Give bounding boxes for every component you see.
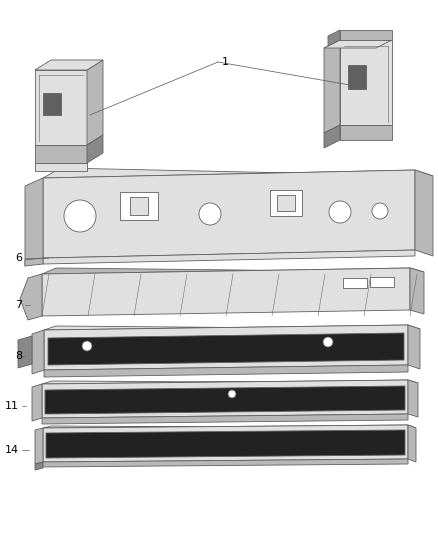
Text: 1: 1 [222,57,229,67]
Bar [130,197,148,215]
Polygon shape [43,170,415,258]
Polygon shape [408,325,420,369]
Bar [370,277,394,287]
Polygon shape [324,40,392,48]
Polygon shape [415,170,433,256]
Polygon shape [35,145,87,163]
Polygon shape [43,250,415,264]
Polygon shape [87,135,103,163]
Polygon shape [87,60,103,145]
Polygon shape [42,380,418,384]
Polygon shape [44,325,420,330]
Polygon shape [43,425,416,428]
Polygon shape [25,178,43,266]
Bar [270,190,302,216]
Polygon shape [410,268,424,314]
Polygon shape [48,333,404,365]
Text: 8: 8 [15,351,22,361]
Text: 11: 11 [5,401,19,411]
Circle shape [323,337,333,347]
Circle shape [372,203,388,219]
Circle shape [329,201,351,223]
Bar [343,278,367,288]
Polygon shape [42,268,424,274]
Polygon shape [32,330,44,374]
Polygon shape [340,40,392,125]
Circle shape [199,203,221,225]
Polygon shape [32,384,42,421]
Polygon shape [35,60,103,70]
Polygon shape [35,163,87,171]
Bar [348,65,366,89]
Polygon shape [46,430,405,458]
Polygon shape [328,30,340,46]
Polygon shape [45,386,405,414]
Text: 14: 14 [5,445,19,455]
Polygon shape [25,258,43,266]
Polygon shape [20,274,42,320]
Polygon shape [18,336,32,368]
Polygon shape [43,459,408,467]
Bar [120,192,158,220]
Bar [277,195,295,211]
Text: 6: 6 [15,253,22,263]
Polygon shape [42,414,408,424]
Bar [43,93,61,115]
Polygon shape [324,125,340,148]
Polygon shape [35,462,43,470]
Text: 7: 7 [15,300,22,310]
Polygon shape [44,325,408,370]
Polygon shape [44,365,408,377]
Polygon shape [340,125,392,140]
Polygon shape [35,70,87,145]
Polygon shape [408,380,418,417]
Polygon shape [35,428,43,464]
Circle shape [82,341,92,351]
Polygon shape [408,425,416,462]
Circle shape [64,200,96,232]
Polygon shape [340,30,392,40]
Polygon shape [42,268,410,316]
Polygon shape [42,380,408,418]
Circle shape [228,390,236,398]
Polygon shape [43,425,408,462]
Polygon shape [324,40,340,133]
Polygon shape [43,168,433,178]
